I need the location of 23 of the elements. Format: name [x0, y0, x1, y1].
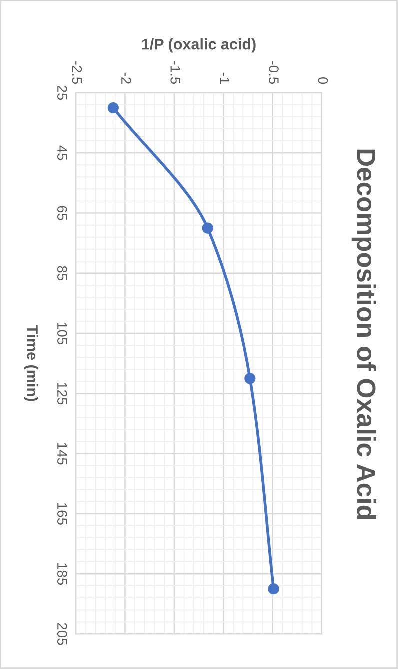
- x-tick-label: -2: [122, 72, 132, 84]
- point: [108, 102, 119, 114]
- y-tick-label: 25: [57, 86, 68, 100]
- y-tick-label: 85: [57, 266, 68, 281]
- x-tick-label: -2.5: [72, 61, 82, 84]
- y-tick-label: 205: [57, 623, 68, 646]
- x-tick-label: -1.5: [170, 61, 180, 84]
- x-axis-title: 1/P (oxalic acid): [142, 38, 256, 53]
- y-tick-label: 105: [57, 323, 68, 345]
- point: [202, 222, 214, 234]
- point: [268, 584, 280, 595]
- y-tick-label: 125: [57, 383, 68, 405]
- text: Decomposition of Oxalic Acid: [352, 150, 376, 520]
- y-tick-label: 185: [57, 564, 68, 586]
- x-tick-label: 0: [318, 77, 328, 84]
- y-tick-label: 145: [57, 443, 68, 465]
- y-tick-label: 165: [57, 503, 68, 525]
- y-tick-label: 65: [57, 206, 68, 220]
- x-tick-label: -1: [220, 72, 230, 84]
- x-tick-label: -0.5: [269, 61, 279, 84]
- y-axis-title: Time (min): [24, 325, 38, 402]
- point: [244, 373, 256, 384]
- y-tick-label: 45: [57, 146, 68, 160]
